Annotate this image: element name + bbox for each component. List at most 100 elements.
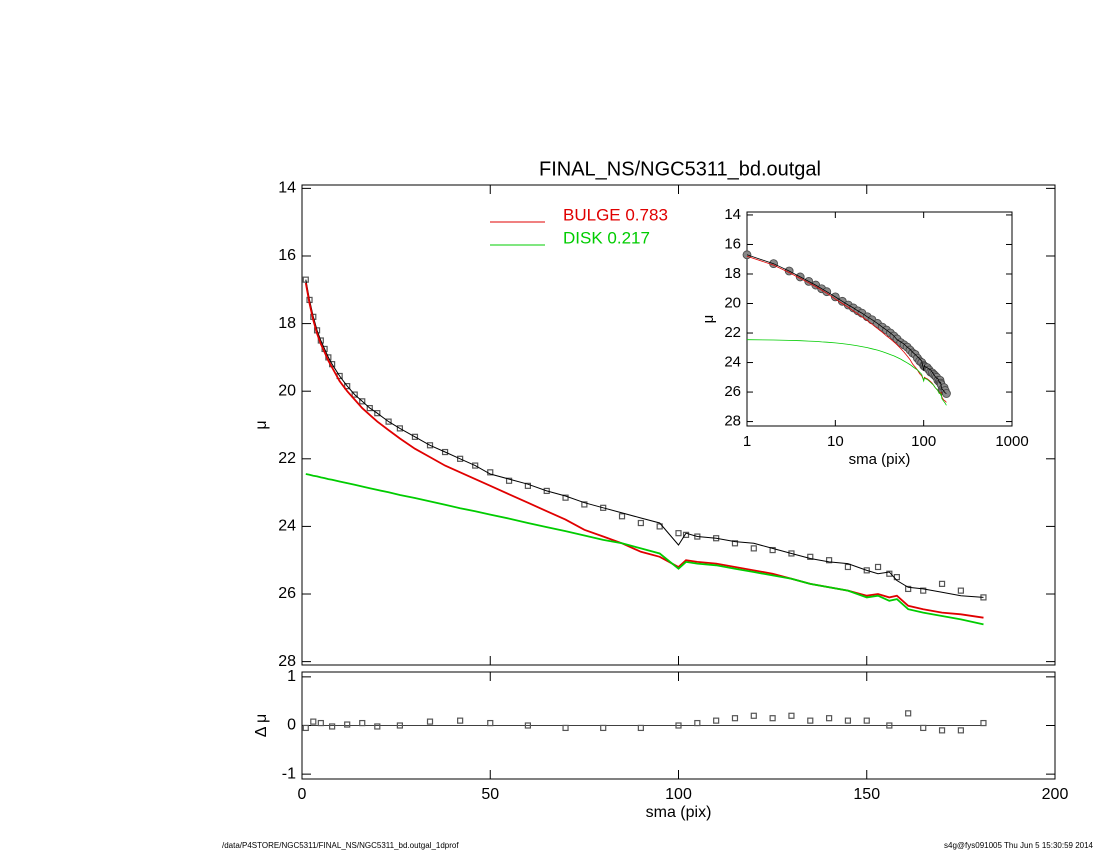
data-point [886,722,893,729]
data-point [844,717,852,724]
data-point [329,723,336,730]
data-point [637,724,644,732]
data-point [807,717,814,724]
y-tick-label: 20 [278,382,296,399]
data-point [351,391,358,398]
data-point [562,724,569,732]
data-line [305,279,984,598]
data-point [769,715,776,722]
data-point [957,587,964,594]
data-point [788,550,795,557]
data-point [844,563,852,571]
y-tick-label: 16 [724,235,741,252]
y-tick-label: 14 [278,180,296,197]
x-tick-label: 100 [665,786,692,803]
y-tick-label: -1 [282,765,296,782]
x-tick-label: 1 [743,433,751,450]
x-tick-label: 1000 [995,433,1028,450]
x-axis-label: sma (pix) [646,804,712,821]
y-tick-label: 22 [724,324,741,341]
y-tick-label: 28 [278,653,296,670]
data-point [750,712,757,719]
x-tick-label: 50 [481,786,499,803]
y-tick-label: 26 [278,585,296,602]
data-point [562,494,569,501]
data-point [863,567,870,574]
plot-frame [301,184,1056,666]
data-point [396,722,403,729]
x-tick-label: 10 [827,433,844,450]
chart-title: FINAL_NS/NGC5311_bd.outgal [539,158,821,180]
footer-right: s4g@fys091005 Thu Jun 5 15:30:59 2014 [944,841,1094,850]
data-point [938,580,946,587]
x-tick-label: 100 [911,433,936,450]
data-point [441,448,449,456]
data-point [543,487,550,495]
data-point [359,719,366,727]
x-tick-label: 0 [298,786,307,803]
y-tick-label: 24 [724,354,741,371]
data-point [825,715,833,722]
data-line [304,282,984,619]
data-point [457,455,464,462]
data-point [731,540,739,547]
data-point [920,587,927,594]
x-axis-label: sma (pix) [849,451,911,468]
data-point [807,553,814,560]
y-tick-label: 28 [724,413,741,430]
y-tick-label: 18 [724,265,741,282]
data-point [600,724,607,732]
data-point [374,410,381,417]
y-tick-label: 0 [287,717,296,734]
data-point [524,482,532,489]
data-point [905,585,912,593]
data-point [637,519,644,527]
data-point [874,563,882,571]
y-tick-label: 14 [724,206,741,223]
y-tick-label: 26 [724,383,741,400]
data-point [317,719,324,727]
data-line [746,254,947,394]
data-point [426,718,434,725]
data-point [675,722,682,729]
data-point [675,530,682,537]
y-tick-label: 20 [724,294,741,311]
data-point [472,462,479,469]
data-point [302,724,309,732]
data-point [863,717,870,724]
y-tick-label: 22 [278,450,296,467]
y-tick-label: 18 [278,315,296,332]
data-line [305,473,984,626]
data-point [344,383,351,390]
data-point [344,721,351,728]
data-point [457,717,464,724]
x-tick-label: 200 [1042,786,1069,803]
legend-label: BULGE 0.783 [563,205,668,224]
data-point [682,531,690,538]
data-point [359,398,366,405]
data-point [731,715,739,722]
footer-left: /data/P4STORE/NGC5311/FINAL_NS/NGC5311_b… [222,841,459,850]
data-point [374,723,381,730]
data-point [938,727,946,734]
legend-label: DISK 0.217 [563,228,650,247]
data-point [396,425,403,432]
data-point [957,727,964,734]
plot-frame [746,211,1013,427]
data-line [746,255,947,403]
data-point [769,546,776,554]
y-axis-label: μ [253,420,270,429]
data-point [886,570,893,577]
data-point [581,501,588,508]
data-point [788,712,795,719]
data-point [366,404,373,412]
data-point [980,719,987,727]
data-line [746,339,947,406]
data-point [524,722,532,729]
data-point [600,504,607,511]
data-point [426,442,434,449]
data-point [310,718,317,725]
data-point [750,545,757,552]
y-tick-label: 1 [287,668,296,685]
data-point [920,724,927,732]
